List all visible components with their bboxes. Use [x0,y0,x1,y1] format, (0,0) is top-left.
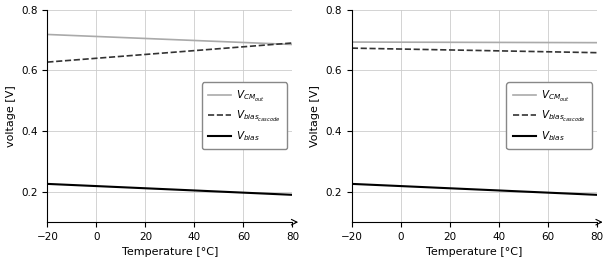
X-axis label: Temperature [°C]: Temperature [°C] [426,247,523,257]
Y-axis label: voltage [V]: voltage [V] [5,85,16,147]
Legend: $V_{CM_{out}}$, $V_{{bias}_{cascode}}$, $V_{bias}$: $V_{CM_{out}}$, $V_{{bias}_{cascode}}$, … [507,82,592,149]
X-axis label: Temperature [°C]: Temperature [°C] [122,247,218,257]
Y-axis label: Voltage [V]: Voltage [V] [310,85,320,147]
Legend: $V_{CM_{out}}$, $V_{{bias}_{cascode}}$, $V_{bias}$: $V_{CM_{out}}$, $V_{{bias}_{cascode}}$, … [202,82,287,149]
